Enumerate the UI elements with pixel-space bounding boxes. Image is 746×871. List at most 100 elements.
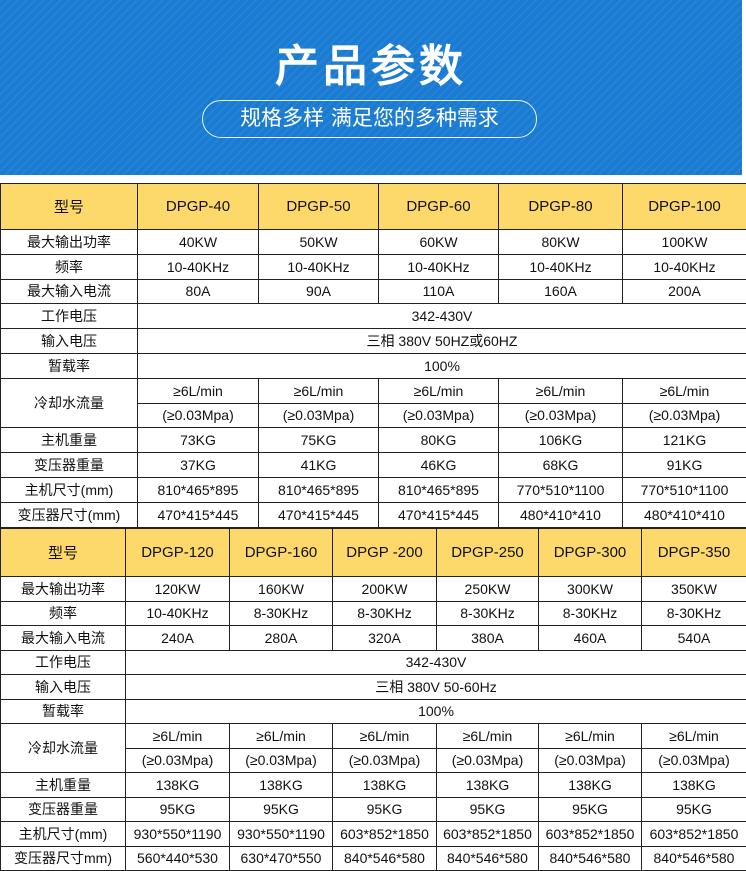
- cell: 8-30KHz: [229, 600, 333, 626]
- cell: 80KG: [378, 427, 499, 454]
- table-row: 输入电压 三相 380V 50-60Hz: [0, 674, 746, 700]
- cell: 138KG: [436, 772, 539, 798]
- table-row: 变压器重量 95KG 95KG 95KG 95KG 95KG 95KG: [0, 796, 746, 822]
- cell: 770*510*1100: [622, 476, 746, 503]
- model-header: DPGP-350: [641, 528, 746, 577]
- cell: 100%: [125, 698, 746, 724]
- row-label-host_weight: 主机重量: [0, 772, 126, 798]
- cell: 110A: [378, 278, 499, 305]
- cell: 10-40KHz: [378, 253, 499, 280]
- cell: 46KG: [378, 452, 499, 478]
- cell: 90A: [258, 278, 379, 305]
- cell: 60KW: [378, 229, 499, 255]
- table-row: 最大输入电流 80A 90A 110A 160A 200A: [0, 278, 746, 305]
- cell: ≥6L/min: [622, 377, 746, 404]
- cell: 100KW: [622, 229, 746, 255]
- spec-table-1: 型号 DPGP-40 DPGP-50 DPGP-60 DPGP-80 DPGP-100 最大…: [0, 183, 746, 528]
- cell: 8-30KHz: [332, 600, 437, 626]
- model-header: DPGP-60: [378, 183, 499, 230]
- table-row: 输入电压 三相 380V 50HZ或60HZ: [0, 328, 746, 354]
- row-label-trans_size: 变压器尺寸(mm): [0, 501, 138, 528]
- cell: 470*415*445: [137, 501, 259, 528]
- cell: 603*852*1850: [332, 821, 437, 847]
- cell: 100%: [137, 352, 746, 379]
- cell: 480*410*410: [498, 501, 623, 528]
- table-row: 暂载率 100%: [0, 352, 746, 379]
- row-label-current: 最大输入电流: [0, 625, 126, 651]
- cell: 540A: [641, 625, 746, 651]
- spec-table-2: 型号 DPGP-120 DPGP-160 DPGP -200 DPGP-250 DPGP-…: [0, 528, 746, 871]
- cell: 470*415*445: [258, 501, 379, 528]
- cell: 200KW: [332, 576, 437, 602]
- cell: ≥6L/min: [498, 377, 623, 404]
- cell: 138KG: [229, 772, 333, 798]
- cell: 460A: [538, 625, 642, 651]
- row-label-host_weight: 主机重量: [0, 427, 138, 454]
- table-row: 频率 10-40KHz 10-40KHz 10-40KHz 10-40KHz 10-40K…: [0, 253, 746, 280]
- row-label-input_voltage: 输入电压: [0, 674, 126, 700]
- cell: 三相 380V 50-60Hz: [125, 674, 746, 700]
- table-row: 频率 10-40KHz 8-30KHz 8-30KHz 8-30KHz 8-30KHz 8-…: [0, 600, 746, 626]
- row-label-host_size: 主机尺寸(mm): [0, 821, 126, 847]
- table-row: 暂载率 100%: [0, 698, 746, 724]
- cell: 10-40KHz: [258, 253, 379, 280]
- model-header: DPGP-40: [137, 183, 259, 230]
- model-header: DPGP-80: [498, 183, 623, 230]
- table-row: 工作电压 342-430V: [0, 649, 746, 675]
- cell: 138KG: [538, 772, 642, 798]
- row-label-cooling: 冷却水流量: [0, 723, 126, 773]
- model-header: DPGP-300: [538, 528, 642, 577]
- cell: (≥0.03Mpa): [498, 402, 623, 429]
- cell: (≥0.03Mpa): [332, 747, 437, 773]
- cell: 840*546*580: [332, 845, 437, 871]
- cell: (≥0.03Mpa): [622, 402, 746, 429]
- row-label-freq: 频率: [0, 600, 126, 626]
- model-header: DPGP-120: [125, 528, 230, 577]
- model-header: DPGP-250: [436, 528, 539, 577]
- row-label-trans_weight: 变压器重量: [0, 796, 126, 822]
- table-row: 工作电压 342-430V: [0, 303, 746, 330]
- cell: 770*510*1100: [498, 476, 623, 503]
- table-row: 冷却水流量 ≥6L/min ≥6L/min ≥6L/min ≥6L/min ≥6L/min: [0, 377, 746, 429]
- cell: ≥6L/min: [137, 377, 259, 404]
- cell: 603*852*1850: [436, 821, 539, 847]
- table-row: (≥0.03Mpa) (≥0.03Mpa) (≥0.03Mpa) (≥0.03Mpa)…: [1, 402, 746, 429]
- cell: 91KG: [622, 452, 746, 478]
- table-row: 主机尺寸(mm) 930*550*1190 930*550*1190 603*852*…: [0, 821, 746, 847]
- cell: 250KW: [436, 576, 539, 602]
- cell: ≥6L/min: [378, 377, 499, 404]
- row-label-work_voltage: 工作电压: [0, 303, 138, 330]
- cell: 350KW: [641, 576, 746, 602]
- row-label-model: 型号: [0, 183, 138, 230]
- table-row: (≥0.03Mpa) (≥0.03Mpa) (≥0.03Mpa) (≥0.03Mpa)…: [1, 747, 746, 773]
- cell: 380A: [436, 625, 539, 651]
- cell: 810*465*895: [378, 476, 499, 503]
- cell: 10-40KHz: [622, 253, 746, 280]
- row-label-model: 型号: [0, 528, 126, 577]
- row-label-power: 最大输出功率: [0, 576, 126, 602]
- cell: 320A: [332, 625, 437, 651]
- cell: 73KG: [137, 427, 259, 454]
- row-label-freq: 频率: [0, 253, 138, 280]
- cell: 10-40KHz: [498, 253, 623, 280]
- row-label-trans_size: 变压器尺寸mm): [0, 845, 126, 871]
- cell: 95KG: [125, 796, 230, 822]
- cell: 810*465*895: [258, 476, 379, 503]
- row-label-duty: 暂载率: [0, 698, 126, 724]
- cell: (≥0.03Mpa): [436, 747, 539, 773]
- table-row: 主机尺寸(mm) 810*465*895 810*465*895 810*465*89…: [0, 476, 746, 503]
- cell: 41KG: [258, 452, 379, 478]
- cell: 240A: [125, 625, 230, 651]
- cell: 10-40KHz: [137, 253, 259, 280]
- cell: 160KW: [229, 576, 333, 602]
- cell: 603*852*1850: [641, 821, 746, 847]
- table-row: 最大输出功率 120KW 160KW 200KW 250KW 300KW 350KW: [0, 576, 746, 602]
- table-row: 最大输出功率 40KW 50KW 60KW 80KW 100KW: [0, 229, 746, 255]
- cell: (≥0.03Mpa): [229, 747, 333, 773]
- cell: 120KW: [125, 576, 230, 602]
- cell: 200A: [622, 278, 746, 305]
- banner: 产品参数 规格多样 满足您的多种需求: [0, 0, 742, 175]
- model-header: DPGP-100: [622, 183, 746, 230]
- row-label-power: 最大输出功率: [0, 229, 138, 255]
- cell: 342-430V: [137, 303, 746, 330]
